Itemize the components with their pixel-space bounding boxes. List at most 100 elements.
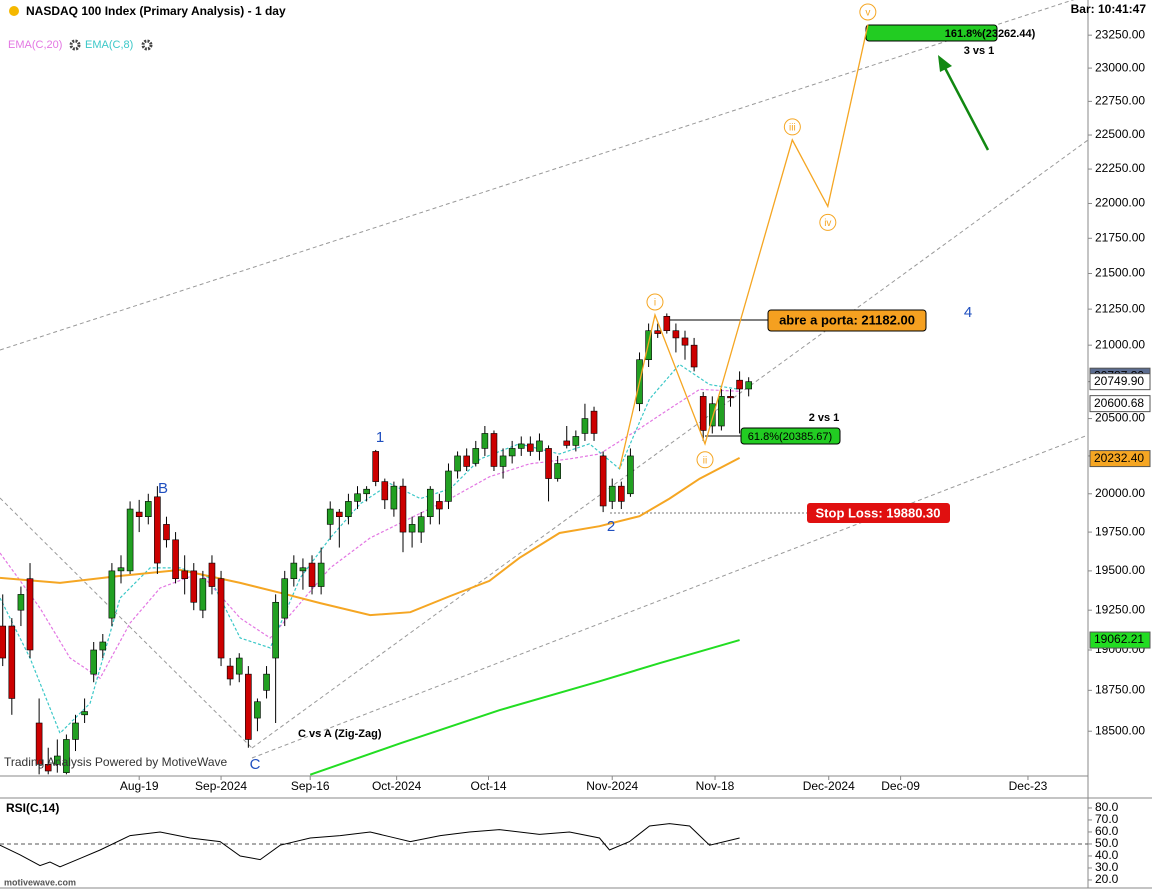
candle-body (336, 511, 343, 518)
labels: NASDAQ 100 Index (Primary Analysis) - 1 … (4, 2, 1146, 887)
y-tick-label: 22000.00 (1095, 196, 1145, 210)
candle-body (54, 755, 61, 765)
candle-body (163, 524, 170, 541)
candle-body (0, 625, 7, 659)
settings-icon[interactable] (141, 39, 153, 51)
candle-body (454, 455, 461, 472)
candle-body (235, 657, 243, 675)
candle-body (144, 501, 152, 518)
x-tick-label: Dec-09 (881, 779, 920, 793)
x-tick-label: Oct-14 (471, 779, 507, 793)
price-tag-label: 20600.68 (1094, 396, 1144, 410)
candle-body (172, 539, 179, 580)
price-tag-label: 20749.90 (1094, 374, 1144, 388)
candle-body (226, 665, 234, 680)
price-tag-label: 20232.40 (1094, 451, 1144, 465)
projection-label: iv (824, 218, 831, 229)
candle-body (481, 433, 489, 449)
candle-body (181, 570, 188, 580)
projection-label: v (865, 8, 870, 19)
candle-body (126, 508, 134, 572)
candle-body (90, 649, 97, 675)
y-tick-label: 23250.00 (1095, 27, 1145, 41)
projection-label: i (654, 298, 656, 309)
candle-body (390, 485, 398, 510)
candle-body (254, 701, 261, 719)
wave-label: 1 (376, 429, 384, 446)
price-tag (1089, 450, 1151, 468)
y-tick-label: 70.0 (1095, 812, 1119, 826)
moving-average (0, 388, 740, 680)
candle-body (718, 396, 725, 427)
candle-body (472, 448, 480, 464)
annotation: 3 vs 1 (964, 45, 995, 57)
candle-body (272, 601, 279, 659)
x-tick-label: Dec-23 (1009, 779, 1048, 793)
candle-body (372, 451, 380, 482)
candle-body (35, 722, 43, 765)
wave-label: C (250, 756, 261, 773)
annotation: abre a porta: 21182.00 (779, 312, 915, 327)
candle-body (263, 673, 270, 691)
candle-body (708, 403, 716, 427)
y-tick-label: 22250.00 (1095, 161, 1145, 175)
candle-body (536, 440, 543, 452)
bar-time: Bar: 10:41:47 (1071, 2, 1147, 16)
wave-circle (646, 293, 664, 311)
projection-label: iii (789, 123, 796, 134)
annotation: 161.8%(23262.44) (945, 28, 1036, 40)
candle-body (63, 739, 70, 773)
candle-body (26, 578, 34, 651)
x-tick-label: Oct-2024 (372, 779, 422, 793)
candle-body (317, 562, 325, 587)
candle-body (108, 570, 116, 619)
rsi-line (0, 823, 740, 868)
candle-body (117, 567, 125, 572)
trend-line (0, 0, 1075, 351)
stop-box (807, 503, 950, 523)
candle-body (281, 578, 289, 619)
settings-icon[interactable] (69, 39, 81, 51)
y-tick-label: 50.0 (1095, 836, 1119, 850)
candle-body (426, 488, 434, 518)
candle-body (545, 448, 552, 479)
candle-body (135, 511, 143, 518)
candle-body (299, 567, 307, 572)
candle-body (618, 485, 625, 502)
status-dot (9, 6, 19, 16)
y-tick-label: 21000.00 (1095, 337, 1145, 351)
candle-body (517, 443, 525, 449)
candle-body (99, 641, 107, 651)
annotation: C vs A (Zig-Zag) (298, 728, 382, 740)
candle-body (326, 508, 334, 525)
y-tick-label: 20.0 (1095, 872, 1119, 886)
candle-body (399, 485, 407, 533)
candle-body (154, 496, 161, 564)
y-tick-label: 21500.00 (1095, 266, 1145, 280)
wave-circle (819, 213, 837, 231)
legend-entry: EMA(C,8) (85, 39, 133, 51)
y-tick-label: 20500.00 (1095, 411, 1145, 425)
legend-entry: EMA(C,20) (8, 39, 62, 51)
y-tick-label: 21250.00 (1095, 301, 1145, 315)
candle-body (436, 501, 443, 510)
candle-body (199, 578, 207, 611)
wave-circle (859, 3, 877, 21)
candle-body (508, 448, 516, 457)
wave-projection (618, 24, 869, 470)
trend-line (0, 497, 253, 749)
y-tick-label: 21750.00 (1095, 230, 1145, 244)
price-tag-label: 19062.21 (1094, 632, 1144, 646)
candle-body (563, 440, 571, 446)
candle-body (81, 711, 88, 716)
moving-average (0, 457, 741, 617)
chart-title: NASDAQ 100 Index (Primary Analysis) - 1 … (26, 4, 286, 18)
price-tag (1089, 373, 1151, 391)
candle-body (354, 493, 361, 502)
marks: 18500.0018750.0019000.0019250.0019500.00… (0, 3, 1151, 886)
candle-body (363, 488, 370, 495)
wave-circle (696, 451, 714, 469)
candle-body (554, 463, 561, 479)
y-tick-label: 19750.00 (1095, 524, 1145, 538)
footer: motivewave.com (4, 877, 76, 887)
